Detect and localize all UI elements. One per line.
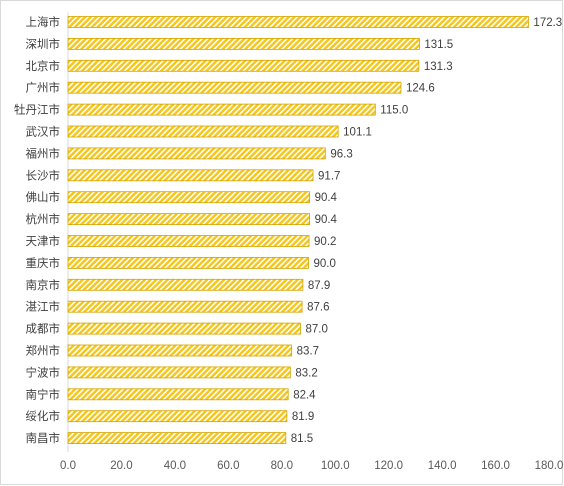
category-label: 上海市 — [26, 15, 61, 29]
data-label: 124.6 — [406, 83, 435, 95]
bar-5 — [68, 126, 338, 137]
x-tick-label: 0.0 — [60, 460, 76, 472]
category-label: 武汉市 — [26, 125, 61, 139]
data-label: 81.5 — [291, 433, 313, 445]
bar-14 — [68, 323, 300, 334]
data-label: 91.7 — [318, 170, 340, 182]
data-label: 96.3 — [330, 148, 352, 160]
x-tick-label: 120.0 — [374, 460, 403, 472]
bar-10 — [68, 236, 309, 247]
data-label: 90.4 — [315, 192, 338, 204]
bar-13 — [68, 301, 302, 312]
x-tick-label: 180.0 — [535, 460, 564, 472]
data-label: 90.4 — [315, 214, 338, 226]
x-tick-label: 160.0 — [481, 460, 510, 472]
category-label: 北京市 — [26, 59, 61, 73]
bar-1 — [68, 38, 419, 49]
bar-18 — [68, 411, 287, 422]
category-label: 重庆市 — [26, 256, 61, 270]
data-label: 131.5 — [424, 39, 453, 51]
category-label: 长沙市 — [26, 168, 61, 182]
data-label: 87.9 — [308, 280, 330, 292]
bar-3 — [68, 82, 401, 93]
data-label: 83.2 — [295, 367, 317, 379]
x-tick-label: 60.0 — [217, 460, 239, 472]
data-label: 87.6 — [307, 302, 329, 314]
bar-15 — [68, 345, 292, 356]
plot-area: 上海市 172.3 深圳市 131.5 北京市 131.3 广州市 124.6 牡丹江市 115.… — [14, 13, 563, 473]
x-tick-label: 80.0 — [271, 460, 293, 472]
category-label: 杭州市 — [26, 212, 61, 226]
category-label: 天津市 — [26, 234, 61, 248]
bar-0 — [68, 17, 528, 28]
category-label: 宁波市 — [26, 365, 61, 379]
category-label: 南京市 — [26, 278, 61, 292]
data-label: 90.2 — [314, 236, 336, 248]
bar-7 — [68, 170, 313, 181]
x-tick-label: 140.0 — [428, 460, 457, 472]
bar-2 — [68, 60, 419, 71]
bar-19 — [68, 433, 286, 444]
category-label: 湛江市 — [26, 300, 61, 314]
category-label: 郑州市 — [26, 344, 61, 358]
x-tick-label: 20.0 — [110, 460, 132, 472]
bar-17 — [68, 389, 288, 400]
category-label: 深圳市 — [26, 37, 61, 51]
bar-16 — [68, 367, 290, 378]
bar-9 — [68, 214, 310, 225]
category-label: 福州市 — [26, 146, 61, 160]
bar-11 — [68, 257, 309, 268]
data-label: 82.4 — [293, 389, 316, 401]
category-label: 南宁市 — [26, 387, 61, 401]
data-label: 172.3 — [533, 17, 562, 29]
bar-4 — [68, 104, 375, 115]
category-label: 南昌市 — [26, 431, 61, 445]
data-label: 101.1 — [343, 127, 372, 139]
data-label: 81.9 — [292, 411, 314, 423]
data-label: 115.0 — [380, 105, 408, 117]
category-label: 牡丹江市 — [14, 103, 60, 117]
category-label: 广州市 — [26, 81, 61, 95]
category-label: 成都市 — [26, 322, 61, 336]
x-tick-label: 100.0 — [321, 460, 350, 472]
category-label: 绥化市 — [26, 409, 61, 423]
bar-6 — [68, 148, 325, 159]
data-label: 83.7 — [297, 346, 319, 358]
data-label: 87.0 — [305, 324, 327, 336]
category-label: 佛山市 — [26, 190, 61, 204]
x-tick-label: 40.0 — [164, 460, 186, 472]
data-label: 90.0 — [314, 258, 336, 270]
data-label: 131.3 — [424, 61, 453, 73]
bar-12 — [68, 279, 303, 290]
bar-8 — [68, 192, 310, 203]
